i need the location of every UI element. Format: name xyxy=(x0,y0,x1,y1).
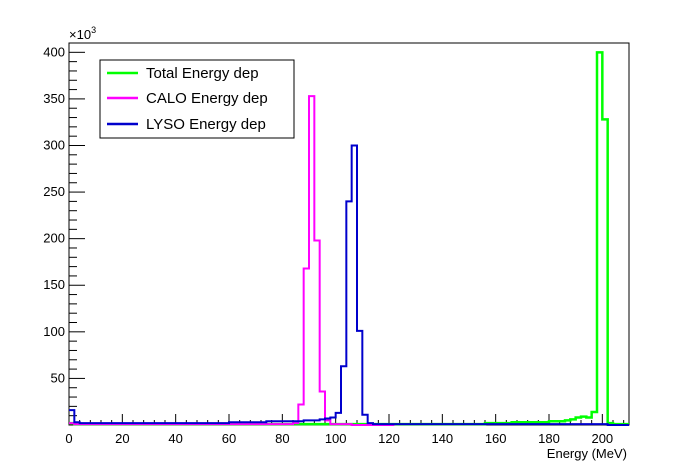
x-axis-label: Energy (MeV) xyxy=(547,446,627,461)
y-tick-label: 200 xyxy=(43,231,65,246)
x-tick-label: 120 xyxy=(378,431,400,446)
x-tick-label: 200 xyxy=(591,431,613,446)
y-tick-label: 400 xyxy=(43,44,65,59)
x-tick-label: 180 xyxy=(538,431,560,446)
y-tick-label: 100 xyxy=(43,324,65,339)
x-tick-label: 40 xyxy=(168,431,182,446)
x-tick-label: 0 xyxy=(65,431,72,446)
series-group xyxy=(69,51,629,426)
legend: Total Energy dep CALO Energy dep LYSO En… xyxy=(99,59,295,139)
y-tick-label: 50 xyxy=(51,370,65,385)
y-tick-label: 150 xyxy=(43,277,65,292)
x-tick-label: 140 xyxy=(431,431,453,446)
legend-label-total: Total Energy dep xyxy=(146,65,259,82)
x-tick-label: 160 xyxy=(485,431,507,446)
x-tick-label: 20 xyxy=(115,431,129,446)
y-tick-label: 350 xyxy=(43,91,65,106)
x-tick-label: 60 xyxy=(222,431,236,446)
legend-label-calo: CALO Energy dep xyxy=(146,90,268,107)
x-tick-label: 80 xyxy=(275,431,289,446)
y-tick-label: 300 xyxy=(43,137,65,152)
legend-label-lyso: LYSO Energy dep xyxy=(146,116,266,133)
y-exponent-label: ×103 xyxy=(69,25,96,42)
y-tick-label: 250 xyxy=(43,184,65,199)
x-tick-label: 100 xyxy=(325,431,347,446)
series-line-3 xyxy=(69,144,629,426)
